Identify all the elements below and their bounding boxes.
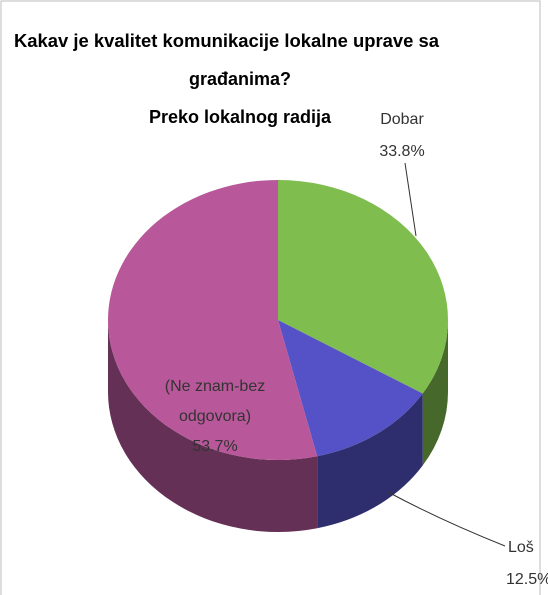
value-label: 53.7% bbox=[192, 438, 238, 455]
slice-label: (Ne znam-bez odgovora) bbox=[164, 378, 266, 425]
leader-line bbox=[387, 491, 506, 547]
chart-title: Kakav je kvalitet komunikacije lokalne u… bbox=[14, 31, 440, 51]
pie-slice bbox=[278, 180, 449, 394]
tops bbox=[108, 180, 449, 460]
slice-side bbox=[422, 320, 448, 466]
inner-label: (Ne znam-bez odgovora) 53.7% bbox=[150, 372, 280, 462]
value-label: 12.5% bbox=[506, 571, 548, 588]
slice-label: Dobar bbox=[380, 111, 424, 128]
slice-label: Loš bbox=[508, 539, 534, 556]
slice-side bbox=[317, 393, 423, 529]
pie-slice bbox=[278, 320, 423, 457]
sides bbox=[108, 320, 448, 532]
slice-side bbox=[108, 320, 318, 532]
chart-title: Preko lokalnog radija bbox=[149, 107, 332, 127]
pie-slice bbox=[108, 180, 318, 460]
value-label: 33.8% bbox=[379, 143, 424, 160]
chart-title: građanima? bbox=[189, 69, 291, 89]
leader-line bbox=[404, 162, 417, 237]
